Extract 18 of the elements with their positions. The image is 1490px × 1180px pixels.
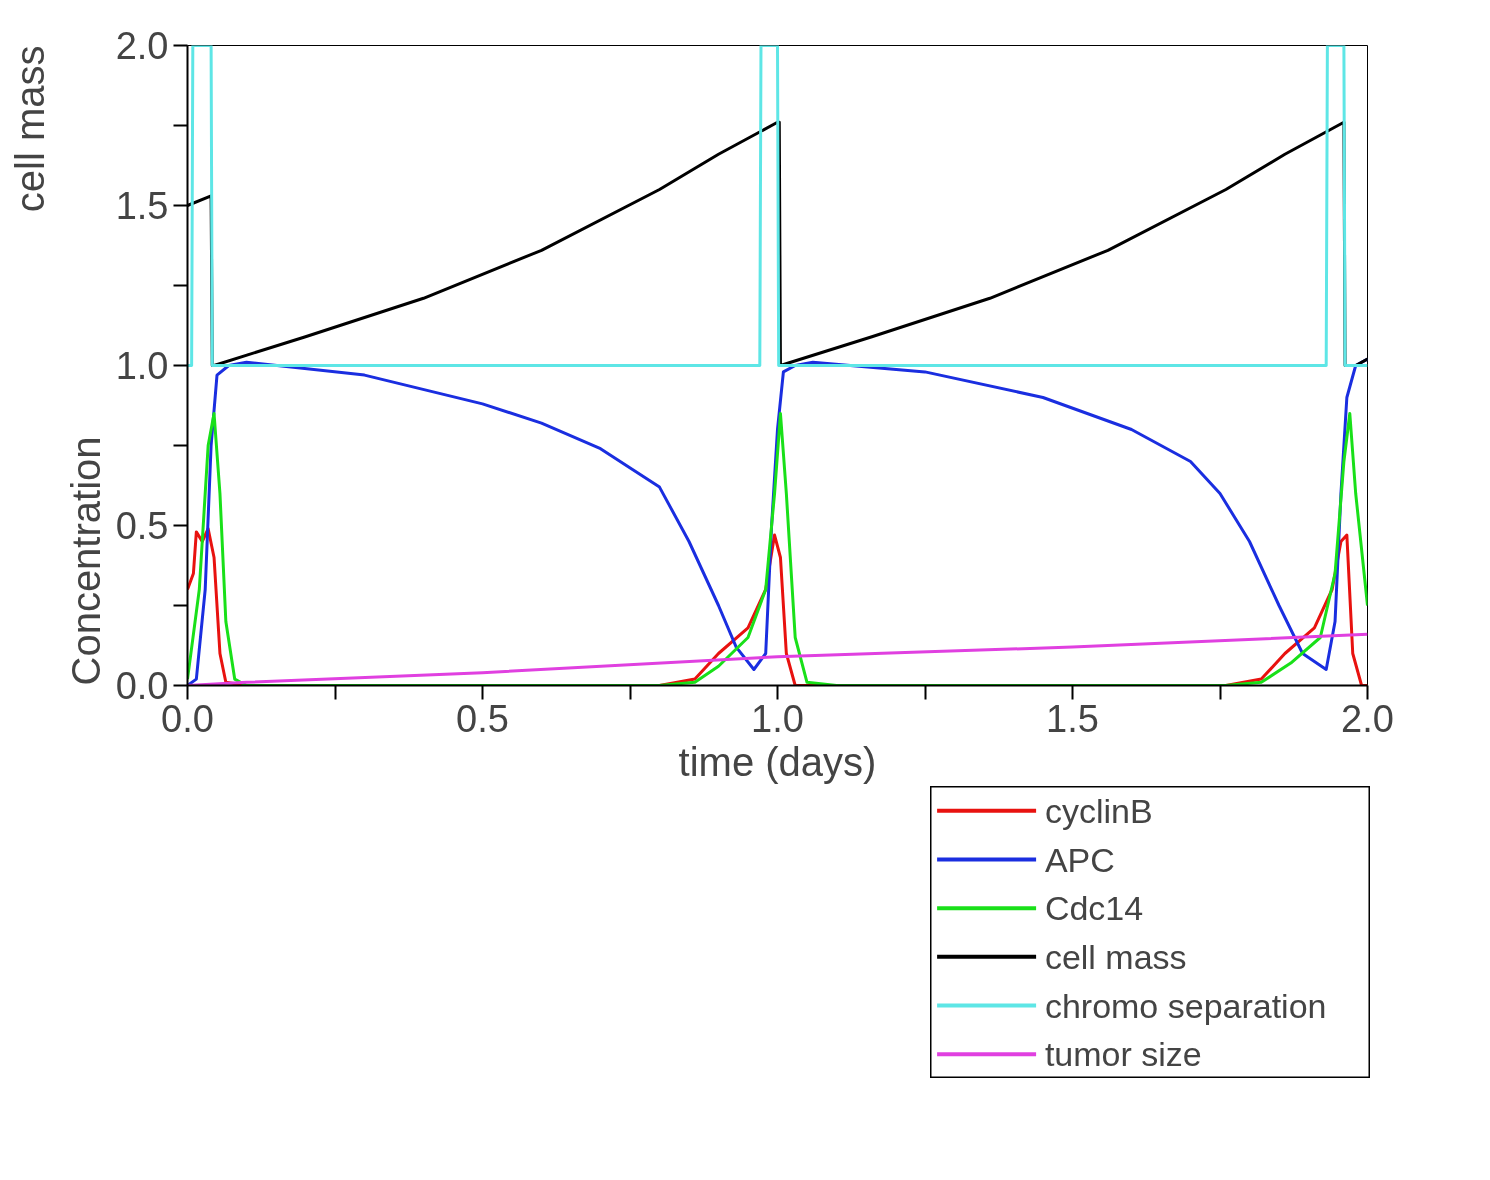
y-tick-label: 0.5 [115,505,169,547]
legend-label: APC [1044,840,1115,879]
y-axis-title: Concentration [63,436,108,686]
legend-label: cyclinB [1044,791,1153,830]
x-tick-label: 1.0 [751,697,804,740]
legend-label: tumor size [1044,1035,1202,1074]
text: cell mass [7,45,52,213]
y-tick-label: 2.0 [115,25,169,67]
x-tick-label: 2.0 [1341,697,1394,740]
x-tick-label: 0.0 [161,697,214,740]
legend-label: cell mass [1044,937,1187,976]
y-tick-label: 1.0 [115,345,169,387]
legend-label: chromo separation [1044,986,1327,1025]
legend-label: Cdc14 [1044,889,1144,928]
x-axis-title: time (days) [678,739,877,784]
y-tick-label: 1.5 [115,185,169,227]
x-tick-label: 0.5 [456,697,509,740]
x-tick-label: 1.5 [1046,697,1099,740]
